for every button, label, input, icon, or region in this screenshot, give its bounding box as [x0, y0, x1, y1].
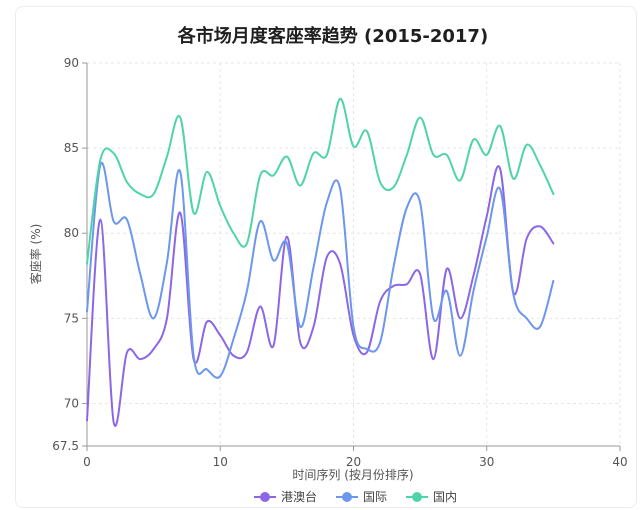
legend-label: 国际 [363, 490, 387, 504]
grid [87, 63, 620, 446]
legend-item-0: 港澳台 [254, 489, 317, 504]
x-tick-label: 10 [213, 455, 228, 469]
y-tick-label: 70 [64, 396, 79, 410]
x-tick-label: 30 [479, 455, 494, 469]
y-tick-label: 85 [64, 141, 79, 155]
legend-swatch-dot [412, 492, 422, 502]
legend-label: 国内 [433, 490, 457, 504]
y-tick-label: 90 [64, 56, 79, 70]
x-tick-label: 40 [612, 455, 627, 469]
series-line-0 [87, 166, 553, 426]
legend-swatch-dot [260, 492, 270, 502]
legend-item-1: 国际 [336, 490, 387, 504]
x-tick-label: 0 [83, 455, 91, 469]
chart-title: 各市场月度客座率趋势 (2015-2017) [177, 25, 488, 47]
x-ticks: 0 10 20 30 40 [83, 446, 627, 469]
legend-label: 港澳台 [281, 489, 317, 504]
y-tick-label: 80 [64, 226, 79, 240]
series-line-2 [87, 99, 553, 264]
y-axis-label: 客座率 (%) [28, 224, 43, 285]
legend-item-2: 国内 [406, 490, 457, 504]
x-tick-label: 20 [346, 455, 361, 469]
y-ticks: 67.5 70 75 80 85 90 [52, 56, 87, 453]
legend-swatch-dot [342, 492, 352, 502]
legend: 港澳台 国际 国内 [254, 489, 457, 504]
y-tick-label: 67.5 [52, 439, 79, 453]
x-axis-label: 时间序列 (按月份排序) [292, 467, 413, 482]
y-tick-label: 75 [64, 311, 79, 325]
